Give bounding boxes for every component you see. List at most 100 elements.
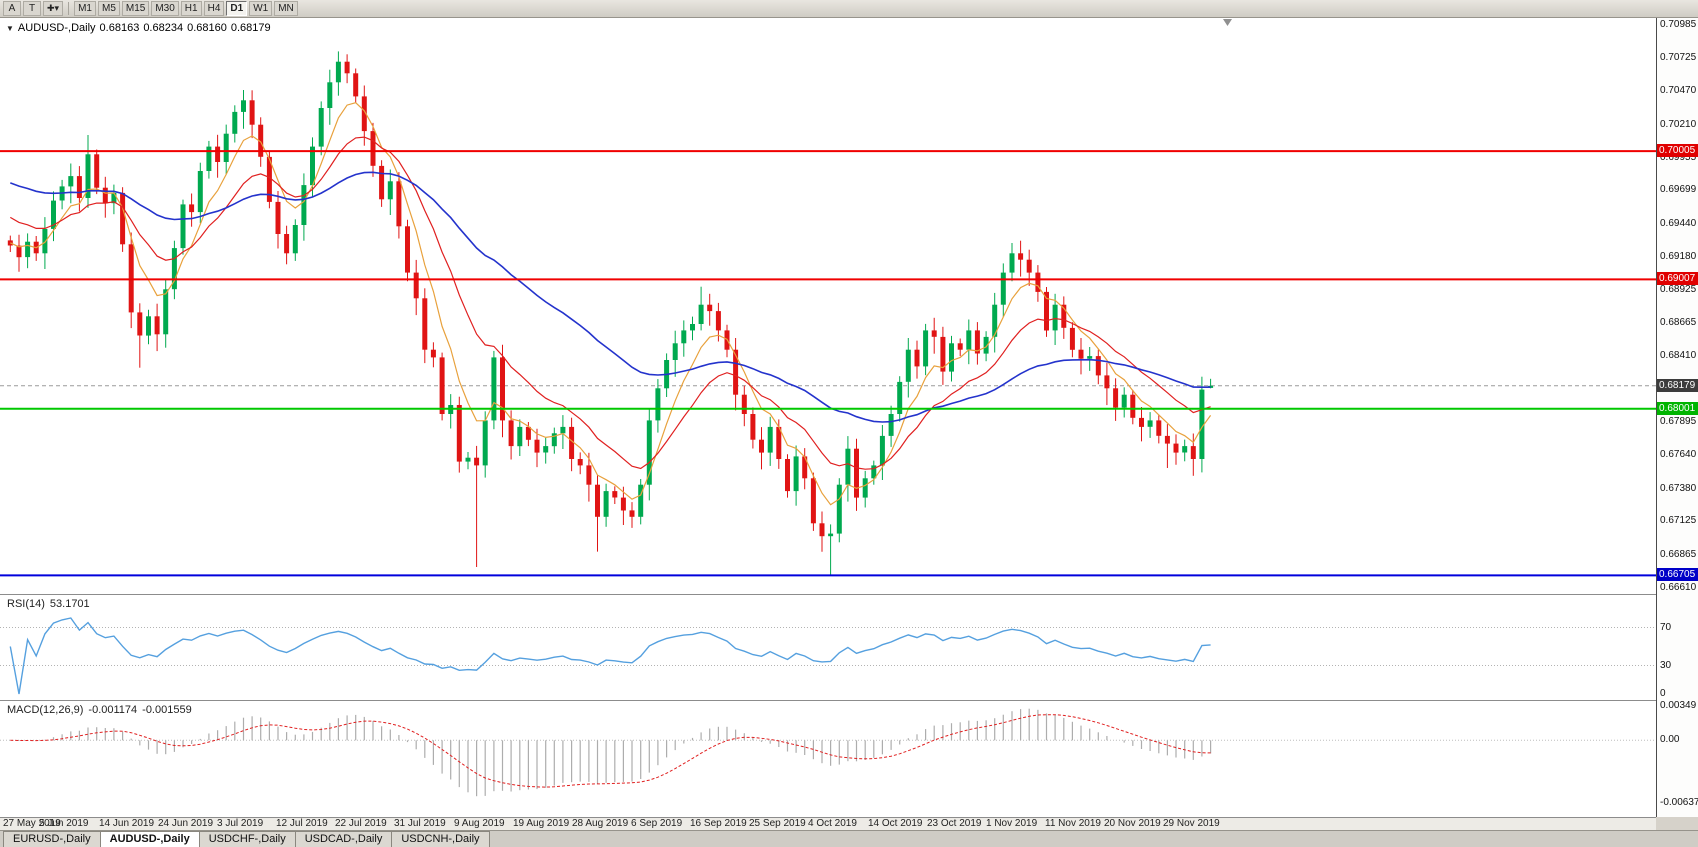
date-label: 12 Jul 2019	[276, 818, 328, 829]
date-label: 4 Oct 2019	[808, 818, 857, 829]
symbol-dropdown-icon[interactable]: ▼	[6, 24, 14, 33]
timeframe-mn-button[interactable]: MN	[274, 1, 298, 16]
date-label: 29 Nov 2019	[1163, 818, 1220, 829]
tab-eurusd[interactable]: EURUSD-,Daily	[3, 831, 101, 847]
date-label: 19 Aug 2019	[513, 818, 570, 829]
date-label: 28 Aug 2019	[572, 818, 629, 829]
timeframe-m15-button[interactable]: M15	[121, 1, 150, 16]
tab-usdcad[interactable]: USDCAD-,Daily	[294, 831, 393, 847]
toolbar: A T ✚▾ M1 M5 M15 M30 H1 H4 D1 W1 MN	[0, 0, 1698, 18]
date-label: 31 Jul 2019	[394, 818, 446, 829]
rsi-panel	[0, 595, 1656, 701]
price-tick: 0.70985	[1660, 19, 1697, 30]
rsi-tick: 30	[1660, 660, 1672, 671]
macd-signal-value: -0.001559	[142, 704, 192, 716]
date-label: 24 Jun 2019	[158, 818, 214, 829]
chart-symbol: AUDUSD-,Daily	[17, 22, 96, 34]
timeframe-m1-button[interactable]: M1	[74, 1, 96, 16]
ohlc-low: 0.68160	[187, 22, 227, 34]
toolbar-separator	[68, 2, 70, 15]
price-tick: 0.69440	[1660, 218, 1697, 229]
price-axis[interactable]: 0.70985 0.70725 0.70470 0.70210 0.69955 0.696…	[1656, 18, 1698, 817]
chart-shift-marker[interactable]	[1223, 19, 1232, 26]
ma-fast-orange	[10, 102, 1212, 506]
macd-canvas[interactable]	[0, 701, 1656, 817]
date-label: 11 Nov 2019	[1045, 818, 1101, 829]
macd-panel	[0, 701, 1656, 818]
date-label: 6 Sep 2019	[631, 818, 683, 829]
price-tick: 0.66610	[1660, 582, 1697, 593]
price-tick: 0.69699	[1660, 184, 1697, 195]
date-label: 14 Jun 2019	[99, 818, 155, 829]
chart-tabs-bar: EURUSD-,Daily AUDUSD-,Daily USDCHF-,Dail…	[0, 830, 1698, 847]
chevron-down-icon: ▾	[54, 3, 60, 13]
chart-title: ▼ AUDUSD-,Daily 0.68163 0.68234 0.68160 0.681…	[6, 22, 275, 34]
date-label: 23 Oct 2019	[927, 818, 982, 829]
timeframe-m30-button[interactable]: M30	[151, 1, 179, 16]
price-tick: 0.68665	[1660, 317, 1697, 328]
price-tick: 0.67640	[1660, 449, 1697, 460]
crosshair-icon: ✚	[47, 3, 55, 13]
price-chart-canvas[interactable]	[0, 18, 1656, 594]
level-price-box: 0.66705	[1657, 568, 1698, 581]
level-price-box: 0.69007	[1657, 272, 1698, 285]
level-price-box: 0.68179	[1657, 379, 1698, 392]
level-price-box: 0.68001	[1657, 402, 1698, 415]
price-tick: 0.67125	[1660, 515, 1697, 526]
price-tick: 0.70210	[1660, 119, 1697, 130]
price-tick: 0.66865	[1660, 549, 1697, 560]
date-label: 27 May 2019	[3, 818, 61, 829]
price-tick: 0.69180	[1660, 251, 1697, 262]
timeframe-h4-button[interactable]: H4	[203, 1, 225, 16]
macd-tick: 0.00	[1660, 734, 1680, 745]
rsi-tick: 70	[1660, 622, 1672, 633]
timeframe-m5-button[interactable]: M5	[97, 1, 120, 16]
date-label: 9 Aug 2019	[454, 818, 505, 829]
time-axis[interactable]: 27 May 2019 5 Jun 2019 14 Jun 2019 24 Jun 2…	[0, 817, 1656, 830]
annotate-text-button[interactable]: A	[3, 1, 21, 16]
macd-signal-line	[10, 714, 1211, 788]
price-chart-panel: ▼ AUDUSD-,Daily 0.68163 0.68234 0.68160 0.681…	[0, 18, 1656, 595]
date-label: 5 Jun 2019	[39, 818, 89, 829]
rsi-value: 53.1701	[49, 598, 90, 610]
ohlc-open: 0.68163	[99, 22, 140, 34]
macd-label: MACD(12,26,9) -0.001174 -0.001559	[7, 704, 192, 716]
timeframe-h1-button[interactable]: H1	[180, 1, 202, 16]
date-label: 22 Jul 2019	[335, 818, 387, 829]
tab-usdcnh[interactable]: USDCNH-,Daily	[391, 831, 490, 847]
price-tick: 0.67895	[1660, 416, 1697, 427]
ma-mid-red	[10, 136, 1211, 470]
ohlc-close: 0.68179	[230, 22, 271, 34]
rsi-tick: 0	[1660, 688, 1666, 699]
ohlc-high: 0.68234	[143, 22, 184, 34]
date-label: 25 Sep 2019	[749, 818, 806, 829]
macd-histogram	[18, 708, 1212, 797]
macd-value: -0.001174	[88, 704, 138, 716]
rsi-label: RSI(14) 53.1701	[7, 598, 90, 610]
candlesticks	[7, 51, 1214, 576]
rsi-line	[9, 617, 1211, 695]
tab-audusd[interactable]: AUDUSD-,Daily	[99, 831, 200, 847]
level-price-box: 0.70005	[1657, 144, 1698, 157]
date-label: 16 Sep 2019	[690, 818, 747, 829]
price-tick: 0.68925	[1660, 284, 1697, 295]
price-tick: 0.67380	[1660, 483, 1697, 494]
timeframe-w1-button[interactable]: W1	[249, 1, 273, 16]
ma-slow-blue	[10, 171, 1211, 423]
date-label: 3 Jul 2019	[217, 818, 264, 829]
macd-tick: -0.00637	[1660, 797, 1698, 808]
price-tick: 0.70470	[1660, 85, 1697, 96]
date-label: 14 Oct 2019	[868, 818, 923, 829]
cursor-tool-button[interactable]: ✚▾	[43, 1, 64, 16]
price-tick: 0.68410	[1660, 350, 1697, 361]
timeframe-d1-button[interactable]: D1	[226, 1, 248, 16]
date-label: 1 Nov 2019	[986, 818, 1038, 829]
date-label: 20 Nov 2019	[1104, 818, 1161, 829]
tab-usdchf[interactable]: USDCHF-,Daily	[198, 831, 296, 847]
rsi-canvas[interactable]	[0, 595, 1656, 700]
macd-tick: 0.00349	[1660, 700, 1697, 711]
price-tick: 0.70725	[1660, 52, 1697, 63]
price-tick: 0.69955	[1660, 152, 1697, 163]
text-tool-button[interactable]: T	[23, 1, 41, 16]
